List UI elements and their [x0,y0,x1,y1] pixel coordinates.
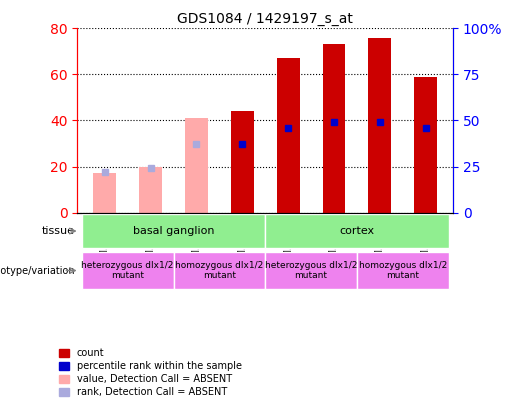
Bar [93,173,116,213]
Text: genotype/variation: genotype/variation [0,266,75,275]
Text: cortex: cortex [339,226,374,236]
Title: GDS1084 / 1429197_s_at: GDS1084 / 1429197_s_at [177,12,353,26]
Text: basal ganglion: basal ganglion [133,226,214,236]
Bar [231,111,254,213]
FancyBboxPatch shape [265,252,357,290]
Bar [368,38,391,213]
Bar [277,58,300,213]
Text: homozygous dlx1/2
mutant: homozygous dlx1/2 mutant [175,261,264,280]
Bar [185,118,208,213]
Text: heterozygous dlx1/2
mutant: heterozygous dlx1/2 mutant [265,261,357,280]
FancyBboxPatch shape [265,215,449,247]
Legend: count, percentile rank within the sample, value, Detection Call = ABSENT, rank, : count, percentile rank within the sample… [56,345,245,400]
FancyBboxPatch shape [82,215,265,247]
FancyBboxPatch shape [82,252,174,290]
Text: homozygous dlx1/2
mutant: homozygous dlx1/2 mutant [358,261,447,280]
FancyBboxPatch shape [357,252,449,290]
FancyBboxPatch shape [174,252,265,290]
Text: tissue: tissue [42,226,75,236]
Bar [414,77,437,213]
Bar [139,166,162,213]
Text: heterozygous dlx1/2
mutant: heterozygous dlx1/2 mutant [81,261,174,280]
Bar [322,45,346,213]
